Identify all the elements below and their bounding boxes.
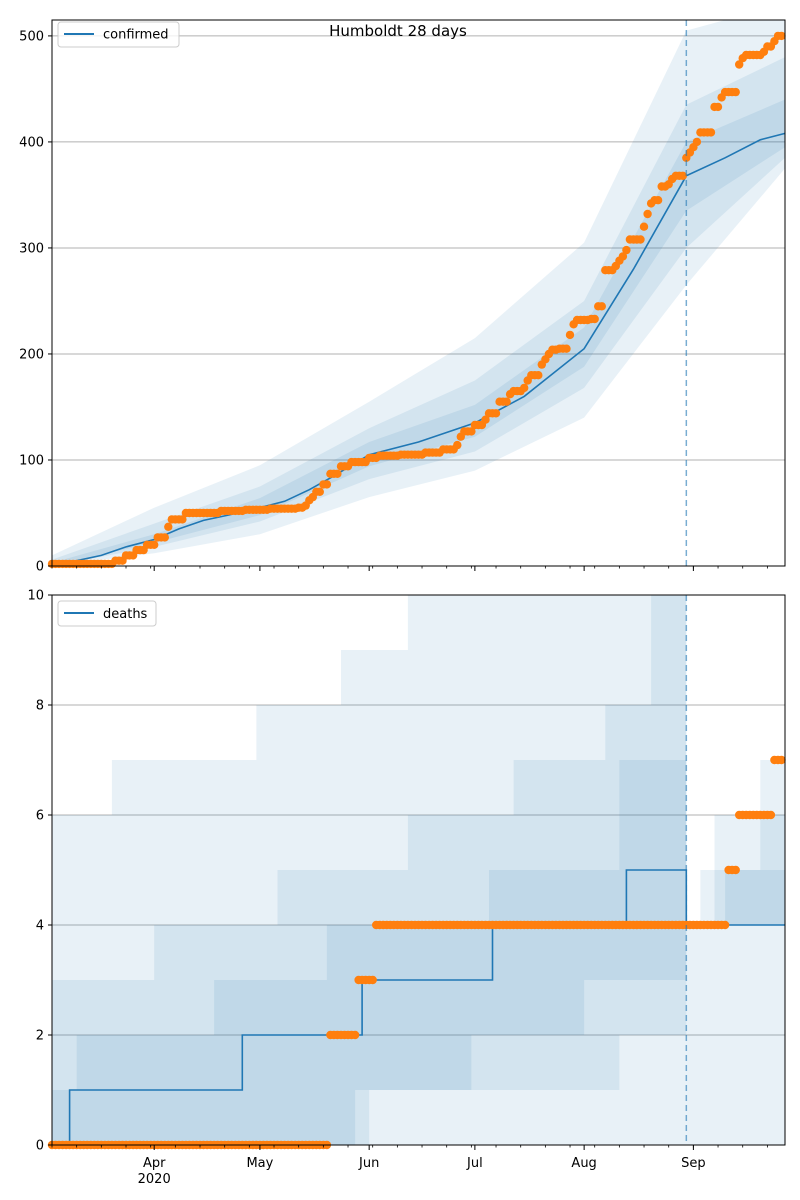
deaths-y-tick-label: 2 [36, 1029, 44, 1044]
confirmed-y-ticks: 0 100 200 300 400 500 [19, 29, 52, 575]
x-tick-label: May [246, 1156, 273, 1171]
deaths-observed-point [731, 865, 740, 875]
confirmed-observed-point [160, 533, 169, 542]
confirmed-observed-point [565, 330, 575, 340]
confirmed-y-tick-label: 100 [19, 453, 44, 468]
confirmed-axes-frame [51, 19, 786, 567]
confirmed-plot-area [52, 20, 785, 566]
deaths-uncertainty-bands [52, 595, 785, 1145]
confirmed-y-tick-label: 400 [19, 135, 44, 150]
deaths-observed-point [350, 1030, 360, 1040]
confirmed-observed-point [692, 137, 702, 147]
confirmed-observed-point [534, 371, 543, 380]
deaths-legend-label: deaths [103, 607, 148, 622]
confirmed-legend-box [57, 21, 180, 48]
x-tick-label: Jun [358, 1156, 379, 1171]
deaths-observed-point [777, 755, 786, 765]
confirmed-observed-point [453, 440, 462, 450]
deaths-y-tick-label: 6 [36, 809, 44, 824]
confirmed-observed-point [481, 415, 490, 424]
chart-title: Humboldt 28 days [329, 22, 467, 40]
deaths-band-middle [52, 595, 785, 1145]
deaths-observed-point [720, 920, 730, 930]
confirmed-observed-points [47, 31, 786, 569]
deaths-observed-point [368, 975, 377, 985]
deaths-legend: deaths [57, 600, 157, 627]
deaths-y-tick-label: 4 [36, 919, 44, 934]
confirmed-observed-point [636, 235, 645, 244]
confirmed-observed-point [322, 480, 332, 489]
confirmed-observed-point [467, 427, 476, 436]
confirmed-x-ticks [51, 566, 768, 571]
confirmed-observed-point [777, 31, 786, 41]
confirmed-observed-point [597, 302, 606, 311]
deaths-band-inner [52, 760, 785, 1145]
x-tick-sublabel: 2020 [138, 1172, 171, 1187]
confirmed-observed-point [315, 487, 324, 496]
confirmed-y-tick-label: 500 [19, 29, 44, 44]
confirmed-panel: 0 100 200 300 400 500 Humboldt 28 days confir… [19, 19, 786, 575]
x-tick-label: Apr [143, 1156, 166, 1171]
deaths-y-tick-label: 8 [36, 699, 44, 714]
confirmed-observed-point [653, 196, 663, 205]
x-tick-label: Aug [571, 1156, 596, 1171]
confirmed-observed-point [590, 314, 599, 324]
confirmed-observed-point [333, 469, 342, 478]
deaths-axes-frame [51, 594, 786, 1146]
confirmed-band-inner [52, 99, 785, 566]
confirmed-observed-point [643, 209, 652, 219]
x-tick-label: Jul [466, 1156, 483, 1171]
confirmed-observed-point [735, 60, 744, 69]
confirmed-y-tick-label: 200 [19, 347, 44, 362]
deaths-model-line [52, 869, 785, 1146]
confirmed-observed-point [562, 344, 571, 353]
confirmed-y-tick-label: 0 [36, 560, 44, 575]
deaths-model-median-line [52, 869, 785, 1146]
deaths-band-outer [52, 595, 785, 1145]
confirmed-observed-point [639, 222, 649, 231]
confirmed-observed-point [502, 397, 511, 406]
x-tick-label: Sep [681, 1156, 706, 1171]
deaths-y-ticks: 0 2 4 6 8 10 [27, 589, 52, 1154]
confirmed-legend: confirmed [57, 21, 180, 48]
confirmed-observed-point [491, 409, 501, 418]
confirmed-observed-point [178, 515, 187, 524]
deaths-y-tick-label: 0 [36, 1139, 44, 1154]
deaths-legend-box [57, 600, 157, 627]
deaths-observed-points [47, 755, 786, 1150]
deaths-y-tick-label: 10 [27, 589, 44, 604]
confirmed-legend-label: confirmed [103, 28, 169, 43]
confirmed-observed-point [520, 383, 529, 393]
confirmed-observed-point [150, 540, 159, 549]
confirmed-observed-point [622, 245, 631, 255]
confirmed-observed-point [678, 171, 687, 180]
confirmed-observed-point [706, 128, 716, 137]
deaths-observed-point [766, 810, 776, 820]
confirmed-observed-point [164, 522, 173, 531]
confirmed-observed-point [713, 102, 723, 112]
confirmed-y-tick-label: 300 [19, 241, 44, 256]
confirmed-observed-point [618, 252, 628, 261]
confirmed-observed-point [731, 87, 740, 97]
